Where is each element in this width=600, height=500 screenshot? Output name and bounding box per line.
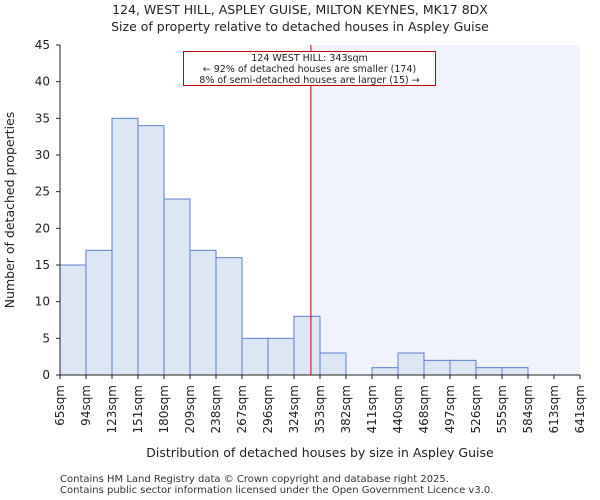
chart-title: 124, WEST HILL, ASPLEY GUISE, MILTON KEY… bbox=[112, 2, 488, 17]
x-tick-label: 65sqm bbox=[53, 385, 67, 426]
x-tick-label: 180sqm bbox=[157, 385, 171, 433]
footer-line-2: Contains public sector information licen… bbox=[60, 485, 494, 496]
histogram-bar bbox=[215, 257, 243, 376]
x-tick-label: 555sqm bbox=[495, 385, 509, 433]
y-tick-label: 25 bbox=[35, 185, 50, 199]
histogram-bar bbox=[137, 125, 165, 376]
x-tick-label: 353sqm bbox=[313, 385, 327, 433]
larger-region-highlight bbox=[310, 45, 580, 375]
x-tick-label: 324sqm bbox=[287, 385, 301, 433]
x-tick-label: 209sqm bbox=[183, 385, 197, 433]
property-annotation-box: 124 WEST HILL: 343sqm ← 92% of detached … bbox=[183, 51, 436, 86]
annotation-line-2: ← 92% of detached houses are smaller (17… bbox=[202, 64, 417, 75]
annotation-line-1: 124 WEST HILL: 343sqm bbox=[251, 53, 368, 64]
y-tick-label: 40 bbox=[35, 75, 50, 89]
histogram-bar bbox=[293, 315, 321, 376]
histogram-bar bbox=[189, 249, 217, 376]
x-tick-label: 238sqm bbox=[209, 385, 223, 433]
x-tick-label: 123sqm bbox=[105, 385, 119, 433]
x-tick-label: 584sqm bbox=[521, 385, 535, 433]
y-tick-label: 5 bbox=[42, 331, 50, 345]
y-axis-label: Number of detached properties bbox=[2, 112, 17, 309]
y-tick-label: 10 bbox=[35, 295, 50, 309]
x-tick-label: 267sqm bbox=[235, 385, 249, 433]
histogram-bar bbox=[111, 117, 139, 376]
y-tick-label: 0 bbox=[42, 368, 50, 382]
histogram-bar bbox=[319, 352, 347, 376]
histogram-bar bbox=[449, 359, 477, 376]
x-tick-label: 497sqm bbox=[443, 385, 457, 433]
x-tick-label: 613sqm bbox=[547, 385, 561, 433]
y-tick-label: 30 bbox=[35, 148, 50, 162]
x-tick-label: 641sqm bbox=[573, 385, 587, 433]
histogram-bar bbox=[371, 367, 399, 376]
histogram-bar bbox=[267, 337, 295, 376]
histogram-bar bbox=[475, 367, 503, 376]
histogram-bar bbox=[423, 359, 451, 376]
chart-subtitle: Size of property relative to detached ho… bbox=[111, 19, 489, 34]
x-tick-label: 151sqm bbox=[131, 385, 145, 433]
histogram-bar bbox=[59, 264, 87, 376]
annotation-line-3: 8% of semi-detached houses are larger (1… bbox=[199, 75, 420, 86]
footer-line-1: Contains HM Land Registry data © Crown c… bbox=[60, 474, 449, 485]
histogram-bar bbox=[163, 198, 191, 376]
y-tick-label: 15 bbox=[35, 258, 50, 272]
x-tick-label: 468sqm bbox=[417, 385, 431, 433]
x-tick-label: 296sqm bbox=[261, 385, 275, 433]
x-axis-label: Distribution of detached houses by size … bbox=[146, 445, 494, 460]
y-tick-label: 45 bbox=[35, 38, 50, 52]
histogram-bar bbox=[501, 367, 529, 376]
y-tick-label: 35 bbox=[35, 111, 50, 125]
histogram-bar bbox=[241, 337, 269, 376]
histogram-bar bbox=[397, 352, 425, 376]
x-tick-label: 411sqm bbox=[365, 385, 379, 433]
y-tick-label: 20 bbox=[35, 221, 50, 235]
x-tick-label: 94sqm bbox=[79, 385, 93, 426]
x-tick-label: 526sqm bbox=[469, 385, 483, 433]
histogram-bar bbox=[85, 249, 113, 376]
x-tick-label: 382sqm bbox=[339, 385, 353, 433]
x-tick-label: 440sqm bbox=[391, 385, 405, 433]
